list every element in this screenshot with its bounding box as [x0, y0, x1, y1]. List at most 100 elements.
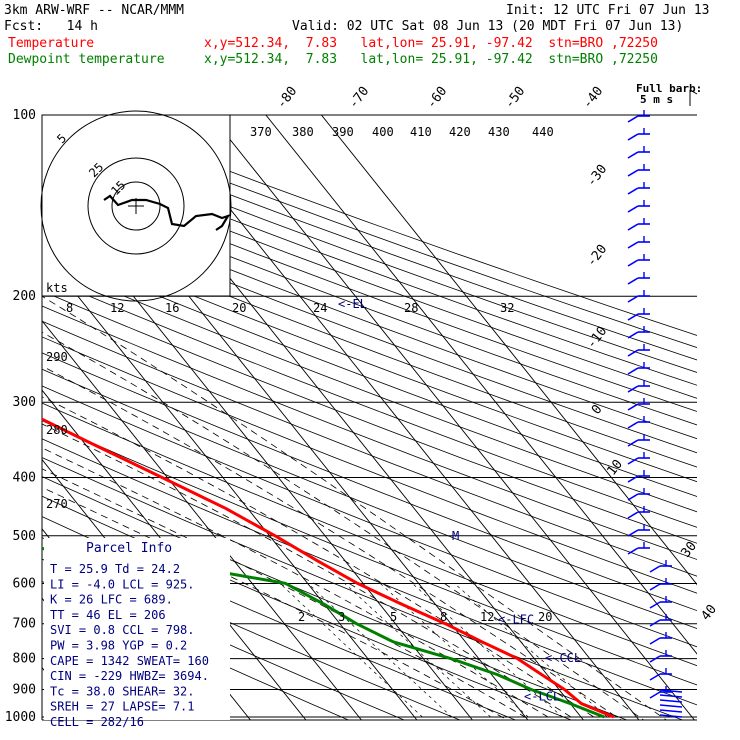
moist-adiabat-line — [42, 295, 667, 720]
dry-adiabat-line — [42, 207, 697, 454]
dry-adiabat-line — [42, 368, 697, 629]
theta-label: 370 — [250, 125, 272, 139]
wind-barb-staff — [627, 457, 639, 465]
isotherm-label: 30 — [679, 539, 700, 561]
theta-side-label: 270 — [46, 497, 68, 511]
pressure-label: 100 — [13, 108, 36, 123]
dry-adiabat-line — [42, 181, 697, 426]
model-title: 3km ARW-WRF -- NCAR/MMM — [4, 3, 185, 18]
wind-barb-staff — [627, 493, 639, 501]
mixing-ratio-line — [454, 583, 608, 718]
theta-label: 410 — [410, 125, 432, 139]
forecast-hour: Fcst: 14 h — [4, 19, 98, 34]
pressure-label: 400 — [13, 470, 36, 485]
parcel-info-row: SVI = 0.8 CCL = 798. — [50, 623, 195, 637]
dry-adiabat-line — [42, 247, 697, 497]
theta-label: 390 — [332, 125, 354, 139]
dry-adiabat-line — [57, 139, 697, 373]
pressure-label: 1000 — [5, 710, 36, 725]
dry-adiabat-line — [42, 581, 350, 720]
theta-label: 400 — [372, 125, 394, 139]
wind-barb-staff — [649, 655, 661, 663]
pressure-label: 500 — [13, 529, 36, 544]
wind-barb-staff — [627, 475, 639, 483]
wind-barb-staff — [627, 169, 639, 177]
wind-barb-staff — [627, 187, 639, 195]
dry-adiabat-line — [42, 402, 697, 667]
wind-barb-staff — [649, 619, 661, 627]
moist-adiabat-line — [42, 331, 645, 720]
valid-time: Valid: 02 UTC Sat 08 Jun 13 (20 MDT Fri … — [292, 19, 684, 34]
dry-adiabat-line — [42, 261, 697, 513]
wind-barb-staff — [627, 439, 639, 447]
dry-adiabat-line — [42, 352, 697, 612]
wind-barb-staff — [627, 295, 639, 303]
isotherm-label: -30 — [584, 162, 610, 190]
wind-barb-staff — [627, 385, 639, 393]
dry-adiabat-line — [42, 194, 697, 440]
wind-barb-staff — [649, 583, 661, 591]
parcel-marker-label: <-LFC — [498, 613, 534, 627]
wind-barb-staff — [627, 223, 639, 231]
moist-adiabat-line — [42, 468, 531, 720]
parcel-info-row: PW = 3.98 YGP = 0.2 — [50, 639, 187, 653]
parcel-info-row: SREH = 27 LAPSE= 7.1 — [50, 700, 195, 714]
mixing-ratio-label: 12 — [480, 610, 494, 624]
moist-adiabat-line — [42, 447, 554, 720]
dewpoint-legend-info: x,y=512.34, 7.83 lat,lon= 25.91, -97.42 … — [204, 52, 658, 67]
wind-barb-staff — [627, 403, 639, 411]
wind-barb-staff — [627, 529, 639, 537]
parcel-info-row: LI = -4.0 LCL = 925. — [50, 577, 195, 591]
hodograph-speed-label: 12 — [110, 301, 124, 315]
dry-adiabat-line — [42, 169, 697, 412]
isotherm-label: -40 — [580, 84, 606, 112]
pressure-label: 300 — [13, 395, 36, 410]
wind-barb-low — [659, 694, 683, 698]
isotherm-label: -10 — [584, 324, 610, 352]
hodograph-units-label: kts — [46, 281, 68, 295]
wind-barb-staff — [627, 259, 639, 267]
wind-barb-staff — [649, 601, 661, 609]
pressure-label: 700 — [13, 617, 36, 632]
theta-label: 420 — [449, 125, 471, 139]
hodograph-speed-label: 16 — [165, 301, 179, 315]
theta-label: 430 — [488, 125, 510, 139]
dry-adiabat-line — [42, 144, 697, 386]
moist-adiabat-line — [42, 486, 509, 720]
theta-label: 440 — [532, 125, 554, 139]
moist-adiabat-line — [42, 423, 577, 720]
barb-legend-flag — [689, 89, 698, 95]
parcel-marker-label: M — [452, 529, 459, 543]
isotherm-label: -70 — [346, 84, 372, 112]
wind-barb-staff — [627, 331, 639, 339]
isotherm-line — [0, 102, 36, 730]
dewpoint-legend-label: Dewpoint temperature — [8, 52, 165, 67]
wind-barb-staff — [627, 151, 639, 159]
hodograph-speed-label: 8 — [66, 301, 73, 315]
parcel-info-row: T = 25.9 Td = 24.2 — [50, 562, 180, 576]
moist-adiabat-line — [42, 365, 622, 720]
wind-barb-low — [659, 709, 683, 713]
wind-barb-low — [659, 699, 683, 703]
parcel-info-row: Tc = 38.0 SHEAR= 32. — [50, 684, 195, 698]
mixing-ratio-label: 5 — [390, 610, 397, 624]
temperature-legend-info: x,y=512.34, 7.83 lat,lon= 25.91, -97.42 … — [204, 36, 658, 51]
isotherm-line — [209, 115, 695, 720]
isotherm-line — [265, 115, 697, 655]
parcel-marker-label: <-CCL — [545, 651, 581, 665]
mixing-ratio-line — [307, 583, 453, 718]
wind-barb-low — [659, 714, 683, 718]
wind-barb-low — [659, 689, 683, 693]
init-time: Init: 12 UTC Fri 07 Jun 13 — [506, 3, 710, 18]
wind-barb-staff — [627, 421, 639, 429]
dry-adiabat-line — [42, 336, 697, 594]
wind-barb-staff — [649, 637, 661, 645]
temperature-line — [42, 417, 615, 719]
moist-adiabat-line — [42, 396, 600, 720]
mixing-ratio-label: 20 — [538, 610, 552, 624]
temperature-legend-label: Temperature — [8, 36, 95, 51]
barb-legend-title: Full barb: — [636, 82, 702, 95]
parcel-marker-label: <-LCL — [524, 690, 560, 704]
dry-adiabat-line — [42, 276, 697, 528]
dry-adiabat-line — [42, 476, 628, 720]
